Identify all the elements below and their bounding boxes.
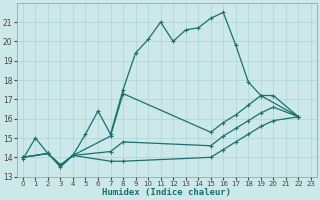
X-axis label: Humidex (Indice chaleur): Humidex (Indice chaleur) bbox=[102, 188, 231, 197]
